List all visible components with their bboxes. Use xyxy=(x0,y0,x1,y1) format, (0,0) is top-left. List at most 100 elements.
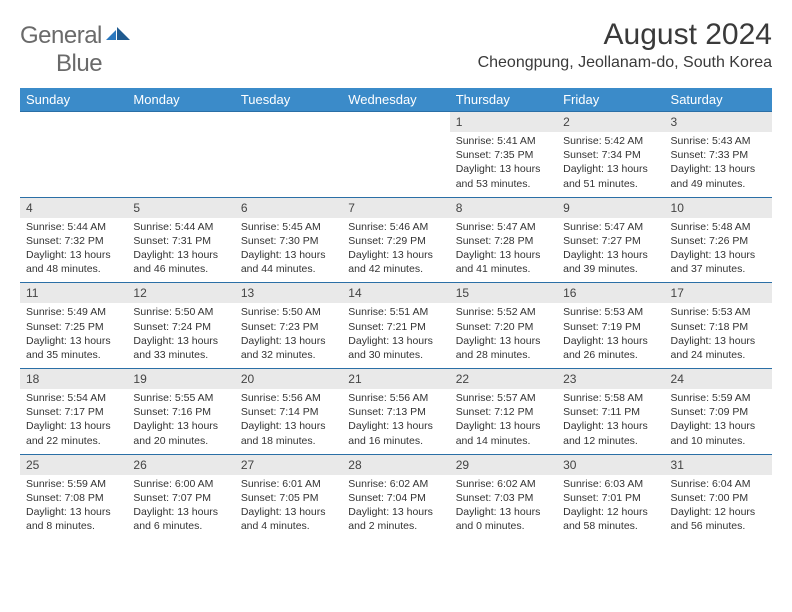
day-number: 24 xyxy=(665,369,772,389)
day-data: Sunrise: 5:58 AMSunset: 7:11 PMDaylight:… xyxy=(557,389,664,454)
day-data: Sunrise: 6:02 AMSunset: 7:03 PMDaylight:… xyxy=(450,475,557,540)
day-data: Sunrise: 5:44 AMSunset: 7:31 PMDaylight:… xyxy=(127,218,234,283)
day-data: Sunrise: 6:02 AMSunset: 7:04 PMDaylight:… xyxy=(342,475,449,540)
day-number: 10 xyxy=(665,198,772,218)
day-cell: 9Sunrise: 5:47 AMSunset: 7:27 PMDaylight… xyxy=(557,197,664,283)
title-block: August 2024 Cheongpung, Jeollanam-do, So… xyxy=(478,18,772,72)
month-title: August 2024 xyxy=(478,18,772,52)
day-cell: 30Sunrise: 6:03 AMSunset: 7:01 PMDayligh… xyxy=(557,454,664,539)
day-data: Sunrise: 5:47 AMSunset: 7:28 PMDaylight:… xyxy=(450,218,557,283)
day-number xyxy=(342,112,449,132)
day-data: Sunrise: 6:04 AMSunset: 7:00 PMDaylight:… xyxy=(665,475,772,540)
day-cell: 11Sunrise: 5:49 AMSunset: 7:25 PMDayligh… xyxy=(20,283,127,369)
day-number: 31 xyxy=(665,455,772,475)
day-number: 1 xyxy=(450,112,557,132)
day-data: Sunrise: 5:50 AMSunset: 7:24 PMDaylight:… xyxy=(127,303,234,368)
day-cell: 10Sunrise: 5:48 AMSunset: 7:26 PMDayligh… xyxy=(665,197,772,283)
day-data xyxy=(235,132,342,190)
day-number: 15 xyxy=(450,283,557,303)
day-data: Sunrise: 5:54 AMSunset: 7:17 PMDaylight:… xyxy=(20,389,127,454)
day-number: 7 xyxy=(342,198,449,218)
day-cell: 18Sunrise: 5:54 AMSunset: 7:17 PMDayligh… xyxy=(20,369,127,455)
day-header-friday: Friday xyxy=(557,88,664,112)
day-number: 20 xyxy=(235,369,342,389)
day-data: Sunrise: 5:53 AMSunset: 7:18 PMDaylight:… xyxy=(665,303,772,368)
day-header-tuesday: Tuesday xyxy=(235,88,342,112)
day-number: 12 xyxy=(127,283,234,303)
location: Cheongpung, Jeollanam-do, South Korea xyxy=(478,54,772,72)
day-number: 23 xyxy=(557,369,664,389)
week-row: 4Sunrise: 5:44 AMSunset: 7:32 PMDaylight… xyxy=(20,197,772,283)
day-cell xyxy=(235,112,342,198)
day-data: Sunrise: 5:56 AMSunset: 7:13 PMDaylight:… xyxy=(342,389,449,454)
day-data xyxy=(342,132,449,190)
day-cell: 2Sunrise: 5:42 AMSunset: 7:34 PMDaylight… xyxy=(557,112,664,198)
day-data: Sunrise: 5:59 AMSunset: 7:09 PMDaylight:… xyxy=(665,389,772,454)
day-cell: 7Sunrise: 5:46 AMSunset: 7:29 PMDaylight… xyxy=(342,197,449,283)
day-data: Sunrise: 5:52 AMSunset: 7:20 PMDaylight:… xyxy=(450,303,557,368)
day-data: Sunrise: 5:50 AMSunset: 7:23 PMDaylight:… xyxy=(235,303,342,368)
day-cell: 5Sunrise: 5:44 AMSunset: 7:31 PMDaylight… xyxy=(127,197,234,283)
day-cell: 25Sunrise: 5:59 AMSunset: 7:08 PMDayligh… xyxy=(20,454,127,539)
day-data: Sunrise: 5:48 AMSunset: 7:26 PMDaylight:… xyxy=(665,218,772,283)
day-header-monday: Monday xyxy=(127,88,234,112)
day-number: 27 xyxy=(235,455,342,475)
calendar-body: 1Sunrise: 5:41 AMSunset: 7:35 PMDaylight… xyxy=(20,112,772,540)
day-header-thursday: Thursday xyxy=(450,88,557,112)
day-cell: 6Sunrise: 5:45 AMSunset: 7:30 PMDaylight… xyxy=(235,197,342,283)
day-header-saturday: Saturday xyxy=(665,88,772,112)
day-data: Sunrise: 5:51 AMSunset: 7:21 PMDaylight:… xyxy=(342,303,449,368)
day-data: Sunrise: 5:59 AMSunset: 7:08 PMDaylight:… xyxy=(20,475,127,540)
day-number: 18 xyxy=(20,369,127,389)
day-number: 13 xyxy=(235,283,342,303)
day-number: 6 xyxy=(235,198,342,218)
week-row: 18Sunrise: 5:54 AMSunset: 7:17 PMDayligh… xyxy=(20,369,772,455)
day-data xyxy=(127,132,234,190)
day-data xyxy=(20,132,127,190)
day-number xyxy=(235,112,342,132)
day-cell: 14Sunrise: 5:51 AMSunset: 7:21 PMDayligh… xyxy=(342,283,449,369)
day-cell: 27Sunrise: 6:01 AMSunset: 7:05 PMDayligh… xyxy=(235,454,342,539)
day-number: 9 xyxy=(557,198,664,218)
day-cell: 13Sunrise: 5:50 AMSunset: 7:23 PMDayligh… xyxy=(235,283,342,369)
day-cell: 23Sunrise: 5:58 AMSunset: 7:11 PMDayligh… xyxy=(557,369,664,455)
day-data: Sunrise: 6:00 AMSunset: 7:07 PMDaylight:… xyxy=(127,475,234,540)
day-data: Sunrise: 6:01 AMSunset: 7:05 PMDaylight:… xyxy=(235,475,342,540)
day-number: 5 xyxy=(127,198,234,218)
day-number: 25 xyxy=(20,455,127,475)
day-cell: 15Sunrise: 5:52 AMSunset: 7:20 PMDayligh… xyxy=(450,283,557,369)
day-data: Sunrise: 6:03 AMSunset: 7:01 PMDaylight:… xyxy=(557,475,664,540)
day-cell: 21Sunrise: 5:56 AMSunset: 7:13 PMDayligh… xyxy=(342,369,449,455)
day-number: 22 xyxy=(450,369,557,389)
calendar-table: SundayMondayTuesdayWednesdayThursdayFrid… xyxy=(20,88,772,539)
day-number: 28 xyxy=(342,455,449,475)
day-number: 21 xyxy=(342,369,449,389)
week-row: 11Sunrise: 5:49 AMSunset: 7:25 PMDayligh… xyxy=(20,283,772,369)
day-number: 26 xyxy=(127,455,234,475)
day-cell: 17Sunrise: 5:53 AMSunset: 7:18 PMDayligh… xyxy=(665,283,772,369)
day-cell: 20Sunrise: 5:56 AMSunset: 7:14 PMDayligh… xyxy=(235,369,342,455)
day-cell: 4Sunrise: 5:44 AMSunset: 7:32 PMDaylight… xyxy=(20,197,127,283)
day-number: 14 xyxy=(342,283,449,303)
brand-logo: General xyxy=(20,22,134,50)
day-header-row: SundayMondayTuesdayWednesdayThursdayFrid… xyxy=(20,88,772,112)
day-number: 30 xyxy=(557,455,664,475)
week-row: 1Sunrise: 5:41 AMSunset: 7:35 PMDaylight… xyxy=(20,112,772,198)
day-number: 19 xyxy=(127,369,234,389)
day-header-wednesday: Wednesday xyxy=(342,88,449,112)
day-number: 4 xyxy=(20,198,127,218)
day-cell: 29Sunrise: 6:02 AMSunset: 7:03 PMDayligh… xyxy=(450,454,557,539)
day-cell xyxy=(127,112,234,198)
brand-word1: General xyxy=(20,22,102,50)
day-header-sunday: Sunday xyxy=(20,88,127,112)
day-cell: 12Sunrise: 5:50 AMSunset: 7:24 PMDayligh… xyxy=(127,283,234,369)
day-data: Sunrise: 5:41 AMSunset: 7:35 PMDaylight:… xyxy=(450,132,557,197)
day-number: 2 xyxy=(557,112,664,132)
day-number: 11 xyxy=(20,283,127,303)
day-data: Sunrise: 5:55 AMSunset: 7:16 PMDaylight:… xyxy=(127,389,234,454)
day-cell: 16Sunrise: 5:53 AMSunset: 7:19 PMDayligh… xyxy=(557,283,664,369)
day-data: Sunrise: 5:43 AMSunset: 7:33 PMDaylight:… xyxy=(665,132,772,197)
week-row: 25Sunrise: 5:59 AMSunset: 7:08 PMDayligh… xyxy=(20,454,772,539)
day-cell: 8Sunrise: 5:47 AMSunset: 7:28 PMDaylight… xyxy=(450,197,557,283)
day-data: Sunrise: 5:45 AMSunset: 7:30 PMDaylight:… xyxy=(235,218,342,283)
